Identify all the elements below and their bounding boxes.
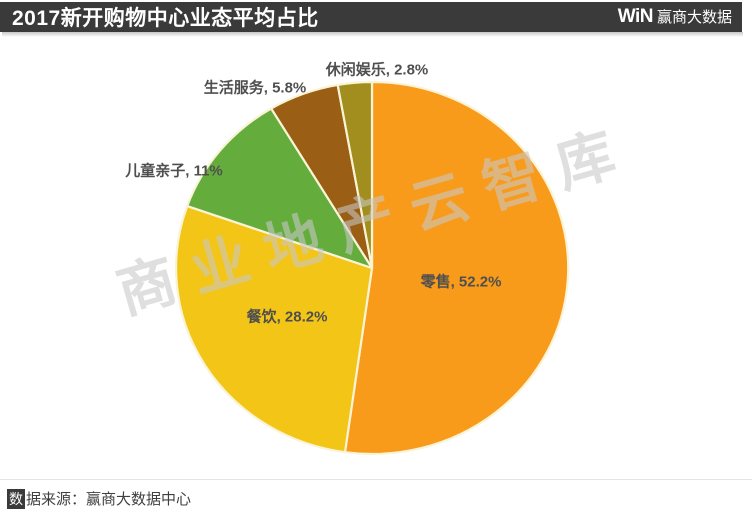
data-source-note: 数 据来源：赢商大数据中心	[7, 488, 191, 509]
source-text: 据来源：赢商大数据中心	[26, 491, 192, 508]
header-bar: 2017新开购物中心业态平均占比 WiN 赢商大数据	[0, 2, 742, 32]
pie-slice-2	[174, 205, 374, 454]
pie-slice-3	[186, 107, 374, 270]
brand-logo: WiN 赢商大数据	[618, 6, 732, 28]
win-logo-icon: WiN	[617, 6, 654, 27]
footer-divider	[0, 479, 752, 480]
pie-slice-5	[336, 80, 374, 270]
header-shadow	[2, 32, 743, 37]
page-title: 2017新开购物中心业态平均占比	[12, 7, 319, 30]
pie-slice-1	[343, 80, 570, 456]
source-badge: 数	[7, 488, 25, 509]
brand-logo-text: 赢商大数据	[656, 9, 732, 26]
